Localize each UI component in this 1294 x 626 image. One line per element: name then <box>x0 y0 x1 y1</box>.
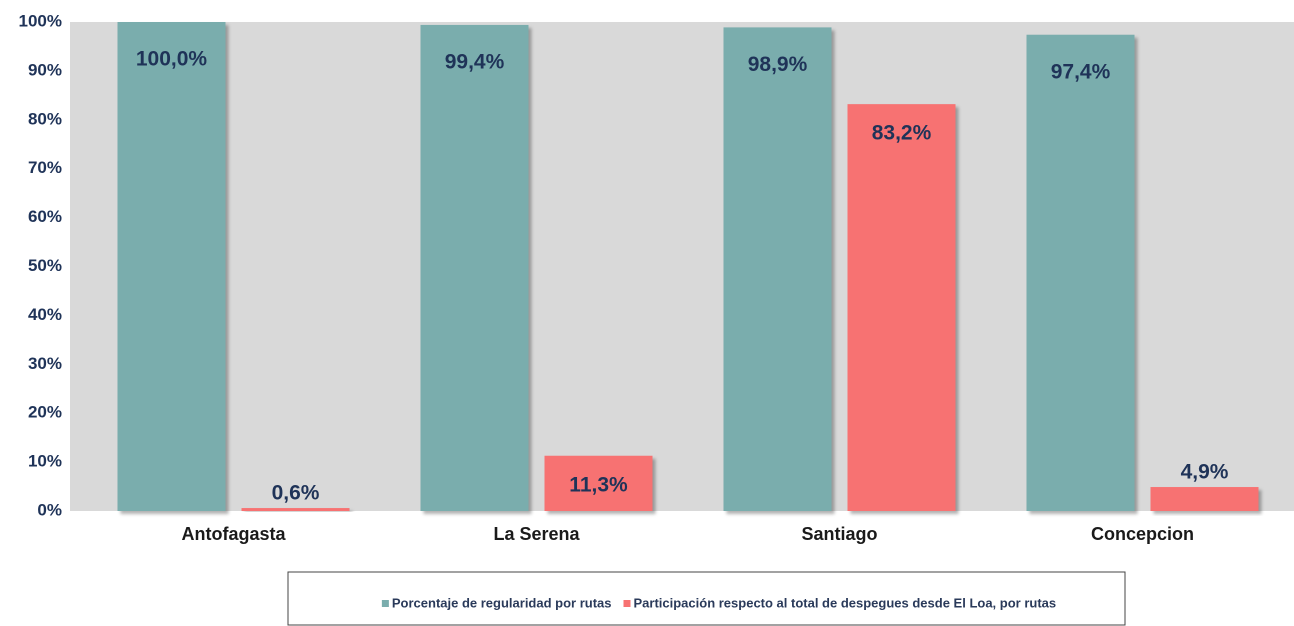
legend-label: Porcentaje de regularidad por rutas <box>392 595 612 610</box>
y-tick-label: 10% <box>28 452 62 471</box>
y-tick-label: 40% <box>28 305 62 324</box>
x-tick-label: Santiago <box>801 524 877 544</box>
value-label: 0,6% <box>272 482 320 505</box>
bar <box>544 455 653 511</box>
bar <box>847 104 956 511</box>
value-label: 97,4% <box>1051 60 1111 83</box>
x-tick-label: Concepcion <box>1091 524 1194 544</box>
y-tick-label: 70% <box>28 158 62 177</box>
y-tick-label: 20% <box>28 403 62 422</box>
y-tick-label: 60% <box>28 207 62 226</box>
value-label: 98,9% <box>748 53 808 76</box>
legend-box <box>287 571 1126 626</box>
value-label: 11,3% <box>569 473 628 496</box>
value-label: 100,0% <box>136 48 208 71</box>
x-tick-label: Antofagasta <box>181 524 286 544</box>
bar <box>420 24 529 512</box>
legend-swatch <box>381 600 389 607</box>
y-tick-label: 100% <box>19 11 62 30</box>
y-tick-label: 90% <box>28 60 62 79</box>
bar <box>117 22 226 511</box>
value-label: 99,4% <box>445 50 505 73</box>
y-tick-label: 30% <box>28 354 62 373</box>
y-tick-label: 0% <box>37 500 62 519</box>
x-tick-label: La Serena <box>493 524 580 544</box>
value-label: 4,9% <box>1181 461 1229 484</box>
legend-label: Participación respecto al total de despe… <box>634 595 1057 610</box>
bar <box>1150 487 1259 511</box>
y-tick-label: 80% <box>28 109 62 128</box>
bar <box>1026 34 1135 512</box>
y-tick-label: 50% <box>28 256 62 275</box>
bar <box>723 27 832 512</box>
value-label: 83,2% <box>872 122 932 145</box>
bar <box>241 508 350 511</box>
legend-swatch <box>623 600 631 607</box>
